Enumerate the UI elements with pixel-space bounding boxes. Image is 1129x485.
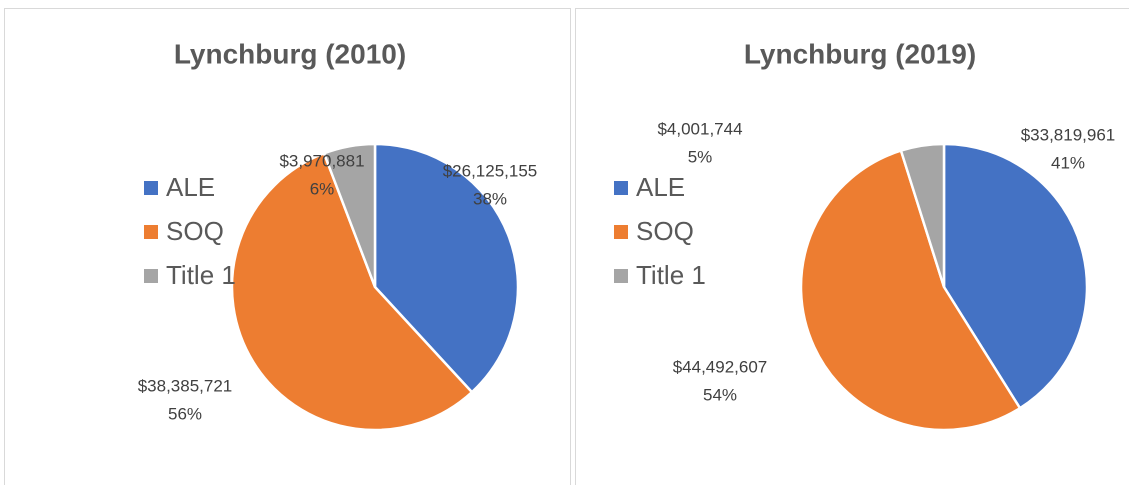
legend-swatch [614,181,628,195]
pie-slice [373,142,520,394]
value-label: $38,385,721 [138,376,233,395]
pie-slice [322,142,377,288]
legend-swatch [144,225,158,239]
legend-swatch [144,269,158,283]
legend-label: Title 1 [636,260,706,290]
legend-swatch [614,269,628,283]
value-label: $44,492,607 [673,357,768,376]
percent-label: 38% [473,189,507,208]
percent-label: 54% [703,385,737,404]
legend-label: SOQ [636,216,694,246]
value-label: $4,001,744 [657,119,742,138]
pie-slice [230,151,474,432]
percent-label: 56% [168,404,202,423]
value-label: $33,819,961 [1021,125,1116,144]
legend-swatch [144,181,158,195]
panel-border [4,8,571,485]
value-label: $26,125,155 [443,161,538,180]
panel-border [575,8,1129,485]
legend-swatch [614,225,628,239]
percent-label: 41% [1051,153,1085,172]
legend-label: SOQ [166,216,224,246]
pie-slice [899,142,946,288]
pie-slice [799,149,1022,432]
value-label: $3,970,881 [279,151,364,170]
legend-label: ALE [166,172,215,202]
chart-title: Lynchburg (2010) [174,38,406,69]
legend-label: ALE [636,172,685,202]
legend-label: Title 1 [166,260,236,290]
chart-title: Lynchburg (2019) [744,38,976,69]
percent-label: 6% [310,179,335,198]
percent-label: 5% [688,147,713,166]
